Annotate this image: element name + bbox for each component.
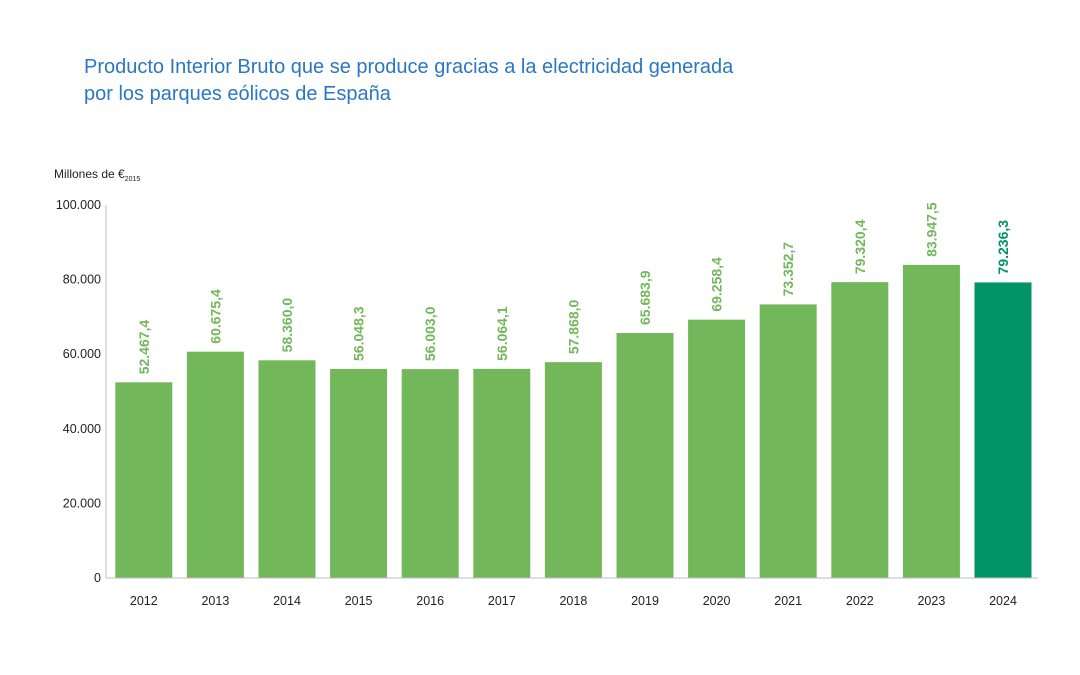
bar-2015 — [330, 368, 388, 578]
y-tick-label: 100.000 — [56, 198, 101, 212]
y-tick-label: 20.000 — [63, 496, 101, 510]
y-tick-label: 60.000 — [63, 347, 101, 361]
y-axis-label-text: Millones de € — [54, 167, 125, 181]
chart-title: Producto Interior Bruto que se produce g… — [84, 54, 733, 108]
bar-2012 — [115, 382, 173, 578]
y-tick-label: 40.000 — [63, 422, 101, 436]
bar-2022 — [831, 282, 889, 578]
y-axis-label: Millones de €2015 — [54, 167, 140, 183]
x-axis: 2012 2013 2014 2015 2016 2017 2018 2019 2020 2021… — [130, 594, 1017, 608]
value-label-2015: 56.048,3 — [351, 306, 367, 361]
bar-2023 — [902, 264, 960, 578]
value-label-2018: 57.868,0 — [565, 299, 581, 354]
bar-2017 — [473, 368, 531, 578]
chart-title-line-1: Producto Interior Bruto que se produce g… — [84, 56, 734, 78]
bar-2019 — [616, 332, 674, 578]
value-label-2021: 73.352,7 — [780, 242, 796, 297]
x-tick-label-2023: 2023 — [917, 594, 945, 608]
bar-2013 — [186, 351, 244, 578]
x-tick-label-2012: 2012 — [130, 594, 158, 608]
x-tick-label-2014: 2014 — [273, 594, 301, 608]
x-tick-label-2021: 2021 — [774, 594, 802, 608]
x-tick-label-2015: 2015 — [345, 594, 373, 608]
bar-2020 — [688, 319, 746, 578]
y-tick-label: 80.000 — [63, 273, 101, 287]
value-label-2023: 83.947,5 — [923, 202, 939, 257]
bar-2016 — [401, 369, 459, 578]
x-tick-label-2022: 2022 — [846, 594, 874, 608]
value-label-2019: 65.683,9 — [637, 270, 653, 325]
x-tick-label-2016: 2016 — [416, 594, 444, 608]
bar-2021 — [759, 304, 817, 578]
x-tick-label-2020: 2020 — [703, 594, 731, 608]
value-label-2017: 56.064,1 — [494, 306, 510, 361]
value-label-2014: 58.360,0 — [279, 298, 295, 353]
value-label-2013: 60.675,4 — [207, 289, 223, 344]
value-label-2024: 79.236,3 — [995, 220, 1011, 275]
y-tick-label: 0 — [94, 571, 101, 585]
x-tick-label-2017: 2017 — [488, 594, 516, 608]
y-axis-label-subscript: 2015 — [125, 176, 141, 183]
value-labels-group: 52.467,4 60.675,4 58.360,0 56.048,3 56.003,0… — [136, 202, 1011, 374]
bar-2018 — [544, 362, 602, 578]
x-tick-label-2024: 2024 — [989, 594, 1017, 608]
y-axis: 0 20.000 40.000 60.000 80.000 100.000 — [56, 198, 101, 585]
value-label-2012: 52.467,4 — [136, 320, 152, 375]
bar-2024 — [974, 282, 1032, 578]
value-label-2016: 56.003,0 — [422, 306, 438, 361]
value-label-2022: 79.320,4 — [852, 219, 868, 274]
x-tick-label-2019: 2019 — [631, 594, 659, 608]
value-label-2020: 69.258,4 — [709, 257, 725, 312]
x-tick-label-2018: 2018 — [559, 594, 587, 608]
x-tick-label-2013: 2013 — [201, 594, 229, 608]
bar-2014 — [258, 360, 316, 578]
bars-group — [115, 264, 1032, 578]
chart-title-line-2: por los parques eólicos de España — [84, 83, 391, 105]
